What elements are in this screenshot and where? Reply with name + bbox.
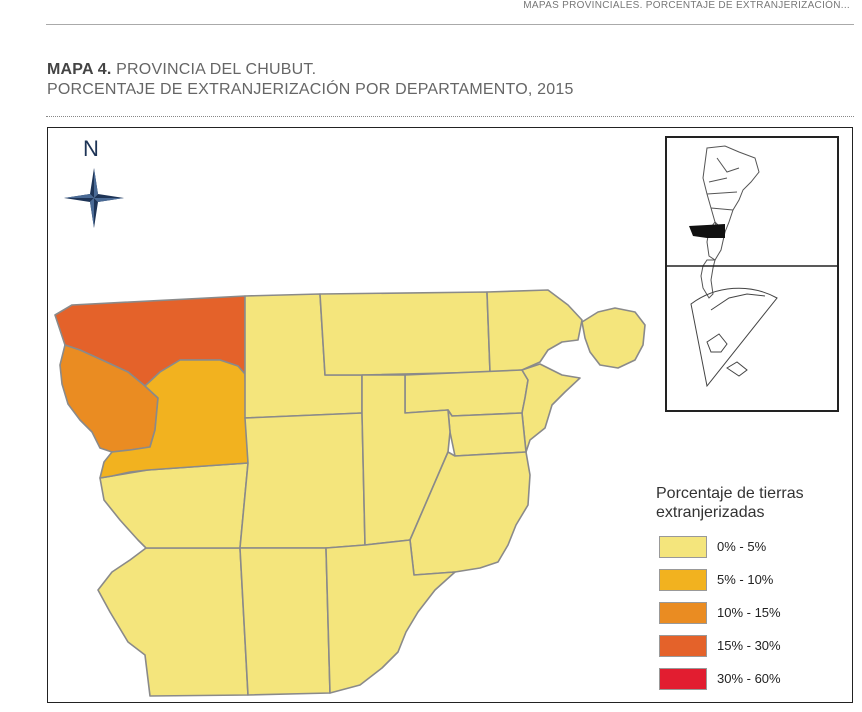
department-south-east [325,539,456,694]
north-label: N [83,136,99,161]
department-east-middle [447,409,527,457]
legend-label: 0% - 5% [717,539,767,554]
inset-chubut-highlight [689,224,725,238]
legend-swatch [659,601,707,624]
compass-rose-icon [64,168,124,228]
department-south-west [97,547,249,697]
department-northeast [486,289,583,373]
legend-label: 5% - 10% [717,572,774,587]
legend-item: 15% - 30% [656,629,804,662]
map-title-lead: MAPA 4. [47,61,112,78]
department-central-east [361,374,451,546]
legend-label: 30% - 60% [717,671,781,686]
legend-title-line2: extranjerizadas [656,504,765,521]
legend-swatch [659,634,707,657]
map-frame [47,127,853,703]
legend-label: 10% - 15% [717,605,781,620]
running-header: MAPAS PROVINCIALES. PORCENTAJE DE EXTRAN… [523,0,850,11]
legend-item: 10% - 15% [656,596,804,629]
department-north [319,291,491,376]
legend-item: 0% - 5% [656,530,804,563]
map-title-rest: PROVINCIA DEL CHUBUT. [111,61,317,78]
legend-label: 15% - 30% [717,638,781,653]
map-title: MAPA 4. PROVINCIA DEL CHUBUT. PORCENTAJE… [47,60,574,100]
inset-locator-map [665,136,839,412]
legend-swatch [659,568,707,591]
department-east-coast-north [521,363,581,453]
legend-item: 5% - 10% [656,563,804,596]
department-central [239,412,366,549]
legend-title-line1: Porcentaje de tierras [656,485,804,502]
department-south-central [239,547,331,696]
map-legend: Porcentaje de tierras extranjerizadas 0%… [656,484,804,695]
department-west-5-10 [99,359,249,479]
dotted-rule [46,116,854,117]
map-subtitle: PORCENTAJE DE EXTRANJERIZACIÓN POR DEPAR… [47,81,574,98]
legend-item: 30% - 60% [656,662,804,695]
header-rule [46,24,854,25]
legend-items: 0% - 5% 5% - 10% 10% - 15% 15% - 30% 30% - 6… [656,530,804,695]
department-west-central [99,462,249,549]
department-peninsula [581,307,646,369]
department-east-north [404,369,529,417]
legend-swatch [659,535,707,558]
legend-title: Porcentaje de tierras extranjerizadas [656,484,804,522]
argentina-outline [665,145,837,388]
legend-swatch [659,667,707,690]
